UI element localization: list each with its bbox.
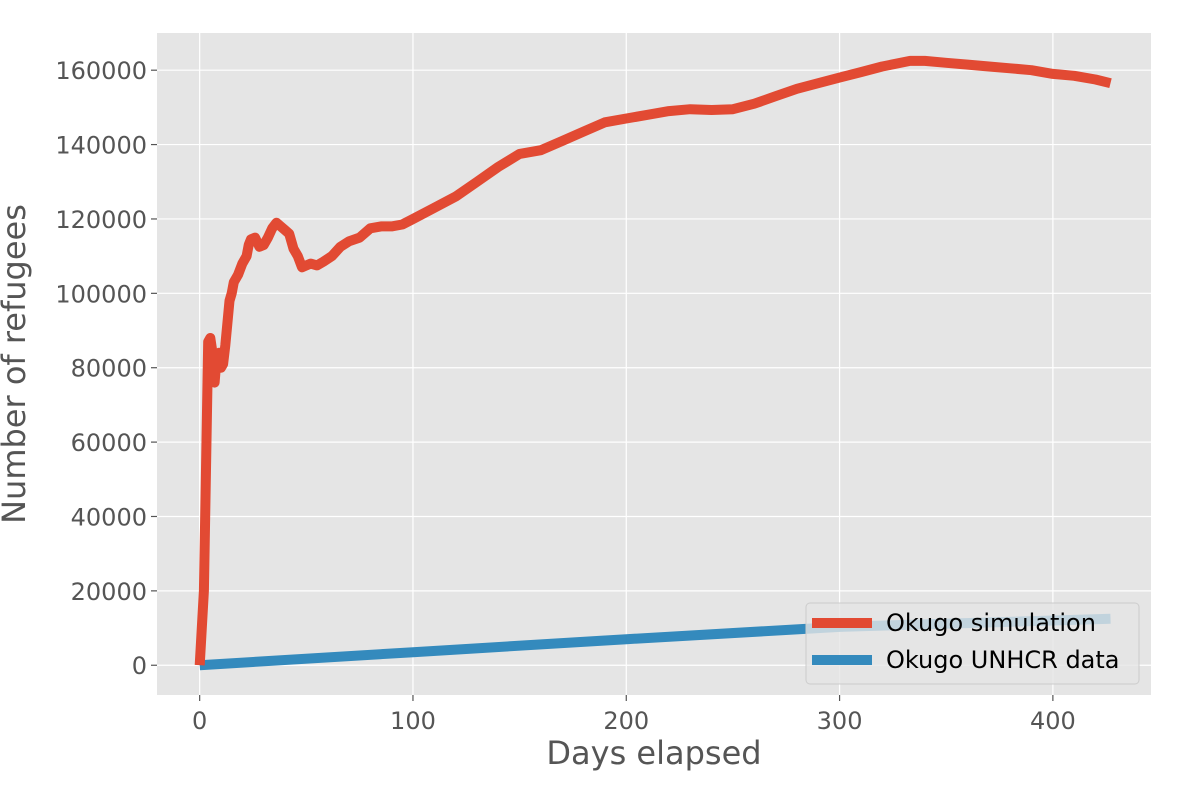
- x-tick-label: 100: [390, 707, 436, 735]
- x-tick-label: 200: [603, 707, 649, 735]
- x-tick-label: 400: [1030, 707, 1076, 735]
- y-tick-label: 60000: [71, 429, 147, 457]
- x-axis-label: Days elapsed: [546, 734, 761, 772]
- series-line-simulation: [194, 55, 1112, 666]
- legend-box: [805, 602, 1140, 685]
- legend-label-simulation: Okugo simulation: [886, 609, 1096, 637]
- legend-label-unhcr: Okugo UNHCR data: [886, 646, 1120, 674]
- y-tick-label: 80000: [71, 355, 147, 383]
- y-tick-label: 120000: [55, 206, 147, 234]
- plot-background: [157, 33, 1151, 695]
- x-tick-label: 300: [817, 707, 863, 735]
- y-tick-label: 100000: [55, 280, 147, 308]
- x-tick-label: 0: [192, 707, 207, 735]
- legend: Okugo simulation Okugo UNHCR data: [805, 602, 1140, 685]
- y-axis-ticks: 0 20000 40000 60000 80000 100000 120000 140000 1…: [55, 57, 157, 680]
- y-tick-label: 0: [132, 652, 147, 680]
- y-tick-label: 160000: [55, 57, 147, 85]
- y-tick-label: 140000: [55, 132, 147, 160]
- y-tick-label: 40000: [71, 503, 147, 531]
- y-tick-label: 20000: [71, 578, 147, 606]
- x-axis-ticks: 0 100 200 300 400: [192, 695, 1076, 735]
- y-axis-label: Number of refugees: [0, 204, 33, 524]
